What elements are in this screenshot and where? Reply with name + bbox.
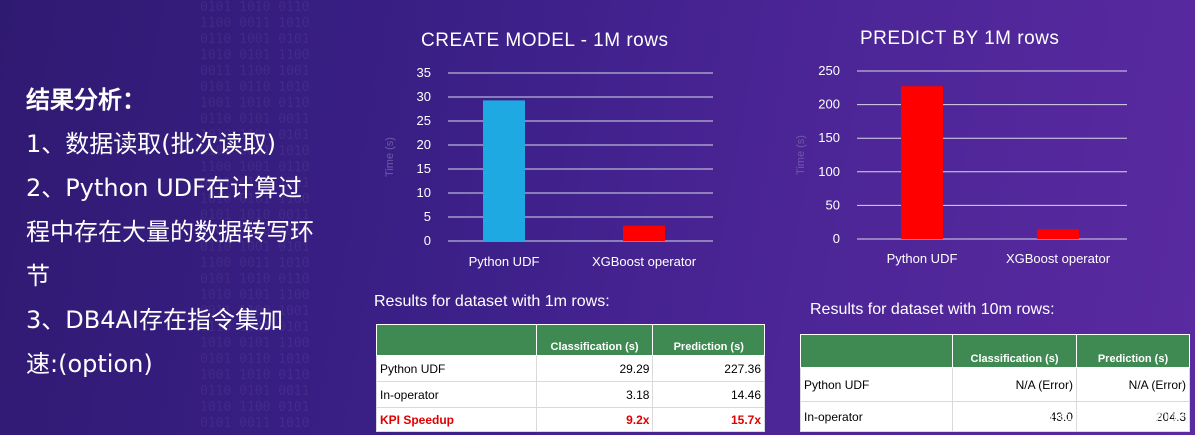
table1-caption: Results for dataset with 1m rows: (374, 293, 610, 310)
bar (901, 86, 943, 239)
table-cell: 3.18 (535, 381, 654, 408)
x-category-label: XGBoost operator (1006, 251, 1111, 266)
table-row: Python UDF 29.29 227.36 (376, 355, 765, 382)
table-cell: 15.7x (652, 407, 765, 432)
y-tick-label: 25 (417, 113, 431, 128)
results-table-1m: Classification (s) Prediction (s) Python… (376, 324, 765, 432)
y-tick-label: 50 (826, 197, 840, 212)
bar (483, 100, 525, 241)
table-row: In-operator 3.18 14.46 (376, 381, 765, 408)
y-tick-label: 20 (417, 137, 431, 152)
table-header-cell: Prediction (s) (1075, 334, 1191, 368)
analysis-line-4: 节 (26, 262, 50, 290)
y-axis-label: Time (s) (795, 135, 807, 175)
x-category-label: XGBoost operator (592, 254, 697, 269)
table-header-cell: Classification (s) (535, 324, 654, 356)
table-cell: KPI Speedup (376, 407, 537, 432)
y-tick-label: 15 (417, 161, 431, 176)
analysis-line-3: 程中存在大量的数据转写环 (26, 218, 314, 246)
table-cell: 227.36 (652, 355, 765, 382)
table-cell: 204.3 (1075, 401, 1191, 432)
x-category-label: Python UDF (469, 254, 540, 269)
analysis-heading: 结果分析： (26, 86, 146, 114)
table-header-row: Classification (s) Prediction (s) (799, 334, 1191, 368)
table-row: In-operator 43.0 204.3 (799, 401, 1191, 432)
bar (1037, 229, 1079, 239)
table-cell: Python UDF (376, 355, 537, 382)
results-table-10m: Classification (s) Prediction (s) Python… (799, 334, 1191, 432)
table-cell: 9.2x (535, 407, 654, 432)
table-header-cell: Prediction (s) (652, 324, 765, 356)
x-category-label: Python UDF (887, 251, 958, 266)
y-tick-label: 250 (818, 63, 840, 78)
y-tick-label: 5 (424, 209, 431, 224)
analysis-text-block: 结果分析： 1、数据读取(批次读取) 2、Python UDF在计算过 程中存在… (26, 78, 346, 386)
y-tick-label: 0 (833, 231, 840, 246)
table-cell: 43.0 (952, 401, 1077, 432)
predict-chart: 0 50 100 150 200 250 Time (s) Python UDF XGBoost… (795, 63, 1127, 266)
y-axis-label: Time (s) (384, 137, 396, 177)
table-header-row: Classification (s) Prediction (s) (376, 324, 765, 356)
binary-background-decoration: 0101 1010 0110 1100 0011 1010 0110 1001 … (200, 0, 310, 431)
table-cell: Python UDF (799, 367, 954, 402)
analysis-line-5: 3、DB4AI存在指令集加 (26, 306, 283, 334)
table-cell: In-operator (376, 381, 537, 408)
table-header-cell (799, 334, 954, 368)
bar (623, 225, 665, 241)
create-model-chart: 0 5 10 15 20 25 30 35 Time (s) Python UDF XGBoost … (384, 65, 713, 269)
y-tick-label: 35 (417, 65, 431, 80)
analysis-line-2: 2、Python UDF在计算过 (26, 174, 302, 202)
y-tick-label: 0 (424, 233, 431, 248)
table-cell: In-operator (799, 401, 954, 432)
table-row: KPI Speedup 9.2x 15.7x (376, 407, 765, 432)
table2-caption: Results for dataset with 10m rows: (810, 301, 1055, 318)
table-cell: 29.29 (535, 355, 654, 382)
table-header-cell (376, 324, 537, 356)
table-row: Python UDF N/A (Error) N/A (Error) (799, 367, 1191, 402)
y-tick-label: 100 (818, 164, 840, 179)
y-tick-label: 10 (417, 185, 431, 200)
table-cell: N/A (Error) (1075, 367, 1191, 402)
chart1-title: CREATE MODEL - 1M rows (421, 30, 669, 51)
analysis-line-1: 1、数据读取(批次读取) (26, 130, 276, 158)
table-cell: 14.46 (652, 381, 765, 408)
analysis-line-6: 速:(option) (26, 350, 153, 378)
table-cell: N/A (Error) (952, 367, 1077, 402)
y-tick-label: 150 (818, 130, 840, 145)
y-tick-label: 200 (818, 97, 840, 112)
chart2-title: PREDICT BY 1M rows (860, 28, 1060, 49)
table-header-cell: Classification (s) (952, 334, 1077, 368)
csdn-watermark: CSDN @前端小白在前进 (1008, 406, 1187, 425)
y-tick-label: 30 (417, 89, 431, 104)
